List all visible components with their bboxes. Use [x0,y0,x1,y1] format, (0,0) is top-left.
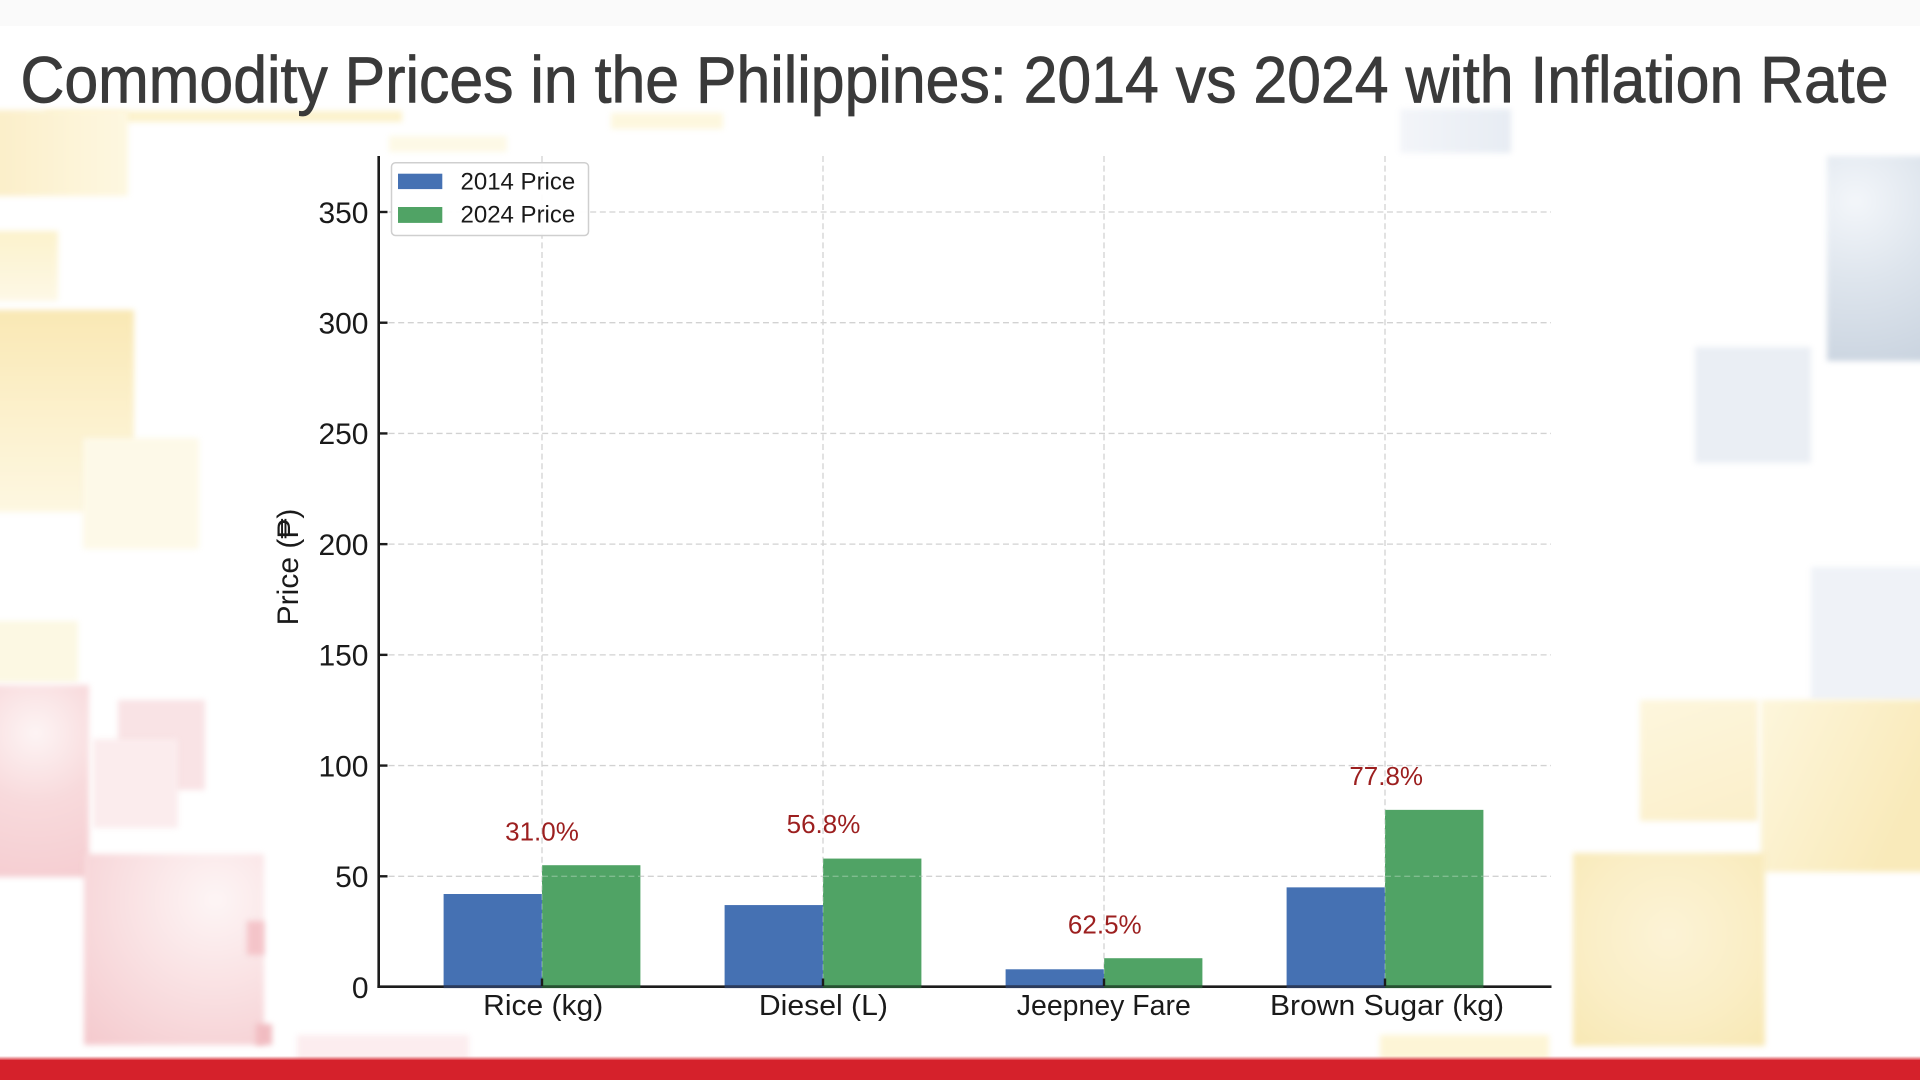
svg-text:Rice (kg): Rice (kg) [483,990,603,1022]
svg-text:Price (₱): Price (₱) [272,509,305,626]
svg-text:Diesel (L): Diesel (L) [759,990,888,1022]
svg-text:100: 100 [318,750,368,783]
svg-text:200: 200 [318,529,368,562]
svg-text:77.8%: 77.8% [1349,761,1423,791]
svg-text:150: 150 [318,640,368,673]
svg-text:Jeepney Fare: Jeepney Fare [1017,990,1191,1022]
svg-text:Commodity Prices in the Philip: Commodity Prices in the Philippines: 201… [21,43,1889,117]
svg-text:300: 300 [318,308,368,341]
svg-text:50: 50 [335,861,368,894]
svg-text:Brown Sugar (kg): Brown Sugar (kg) [1270,990,1504,1022]
svg-text:350: 350 [318,197,368,230]
svg-text:2014 Price: 2014 Price [461,168,576,195]
svg-text:62.5%: 62.5% [1068,909,1142,939]
svg-text:56.8%: 56.8% [787,809,861,839]
svg-text:31.0%: 31.0% [505,817,579,847]
svg-text:0: 0 [352,972,369,1005]
svg-text:2024 Price: 2024 Price [461,202,576,229]
svg-text:250: 250 [318,418,368,451]
